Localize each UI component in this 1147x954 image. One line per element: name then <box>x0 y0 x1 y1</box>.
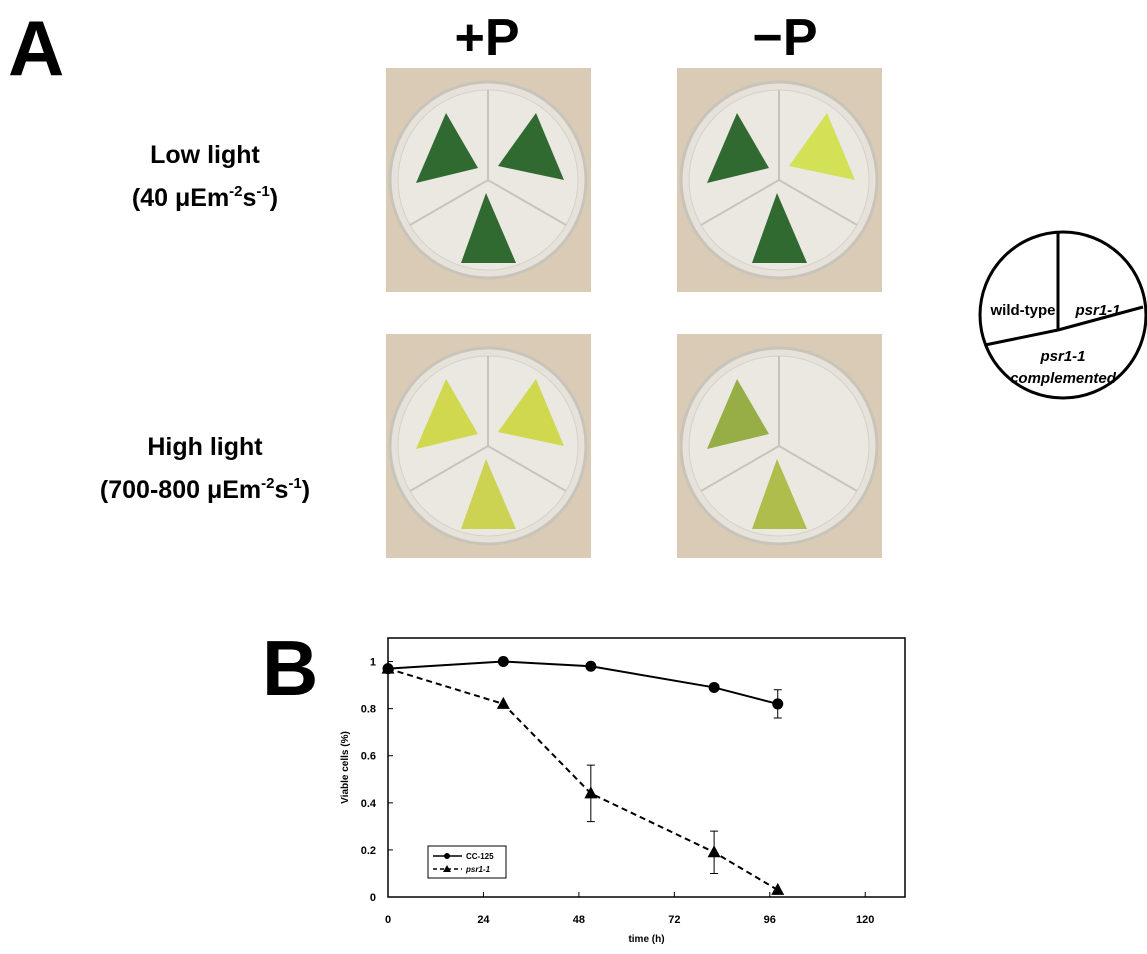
plate-photo <box>677 334 882 558</box>
figure: A +P −P B Low light(40 μEm-2s-1)High lig… <box>0 0 1147 954</box>
x-axis-label: time (h) <box>628 934 664 945</box>
plate-photo <box>386 334 591 558</box>
column-label: −P <box>752 9 817 67</box>
x-tick-label: 120 <box>856 914 874 926</box>
column-label: +P <box>454 9 519 67</box>
text-part: (40 μEm <box>132 184 229 212</box>
text-part: (700-800 μEm <box>100 476 261 504</box>
panel-label: B <box>262 624 318 712</box>
x-tick-label: 0 <box>385 914 391 926</box>
row-unit: (700-800 μEm-2s-1) <box>100 475 310 504</box>
legend-label: CC-125 <box>466 852 494 861</box>
row-label: High light <box>147 433 263 461</box>
data-point <box>584 786 597 798</box>
key-label: complemented <box>1010 370 1117 387</box>
strain-key: wild-type psr1-1 psr1-1 complemented <box>980 232 1146 398</box>
data-point <box>771 883 784 895</box>
y-tick-label: 0.6 <box>361 751 376 763</box>
data-point <box>585 661 596 672</box>
text-part: -2 <box>261 475 274 492</box>
series-line <box>388 662 778 704</box>
panel-label: A <box>8 4 64 92</box>
data-point <box>708 845 721 857</box>
y-tick-label: 0.2 <box>361 845 376 857</box>
x-tick-label: 24 <box>477 914 490 926</box>
key-label: psr1-1 <box>1039 348 1085 365</box>
key-label: wild-type <box>989 302 1055 319</box>
text-part: -1 <box>288 475 301 492</box>
data-point <box>772 698 783 709</box>
row-unit: (40 μEm-2s-1) <box>132 183 278 212</box>
text-part: s <box>274 476 288 504</box>
text-part: -2 <box>229 183 242 200</box>
x-tick-label: 48 <box>573 914 585 926</box>
data-point <box>709 682 720 693</box>
text-part: s <box>243 184 257 212</box>
y-tick-label: 0.4 <box>361 798 377 810</box>
x-tick-label: 96 <box>764 914 776 926</box>
y-tick-label: 0 <box>370 892 376 904</box>
text-part: ) <box>302 476 310 504</box>
legend-marker <box>444 853 450 859</box>
text-part: -1 <box>256 183 269 200</box>
text-part: ) <box>270 184 278 212</box>
key-label: psr1-1 <box>1074 302 1120 319</box>
row-label: Low light <box>150 141 260 169</box>
data-point <box>498 656 509 667</box>
y-axis-label: Viable cells (%) <box>340 731 351 804</box>
plate-photo <box>677 68 882 292</box>
y-tick-label: 1 <box>370 657 376 669</box>
x-tick-label: 72 <box>668 914 680 926</box>
y-tick-label: 0.8 <box>361 704 376 716</box>
legend-label: psr1-1 <box>465 865 491 874</box>
plate-photo <box>386 68 591 292</box>
